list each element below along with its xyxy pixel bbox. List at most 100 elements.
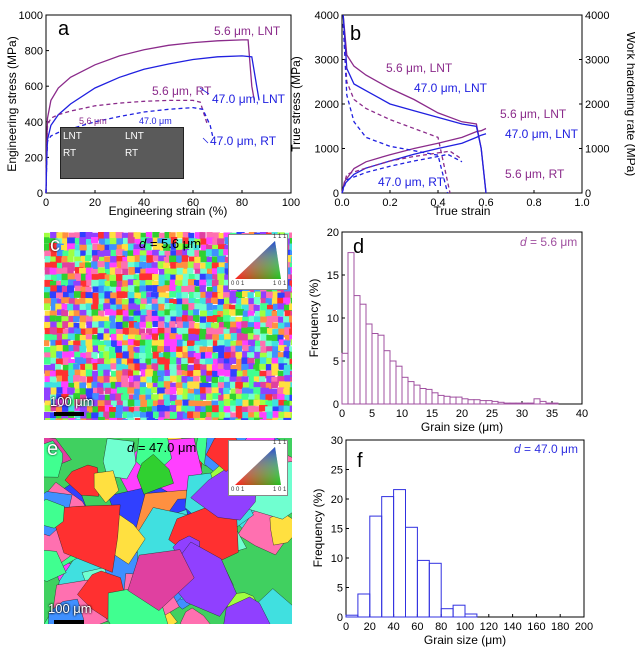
ebsd-grain	[116, 238, 125, 247]
ebsd-grain	[152, 274, 159, 281]
ebsd-grain	[139, 406, 147, 415]
ebsd-grain	[266, 375, 275, 385]
ebsd-grain	[181, 285, 190, 294]
ebsd-grain	[260, 322, 269, 330]
ebsd-grain	[271, 315, 280, 323]
panel-e-scale-label: 100 μm	[48, 601, 92, 616]
ebsd-grain	[223, 417, 232, 420]
ebsd-grain	[79, 322, 86, 330]
panel-d-bar	[359, 303, 367, 405]
panel-a-xtick-label: 20	[89, 197, 101, 209]
ebsd-grain	[92, 406, 100, 413]
ebsd-grain	[92, 399, 100, 407]
ebsd-grain	[169, 232, 176, 241]
ebsd-grain	[266, 328, 275, 335]
panel-a-xtick-label: 0	[43, 197, 49, 209]
ebsd-grain	[193, 345, 203, 353]
ebsd-grain	[55, 369, 63, 379]
panel-a-xtick-label: 100	[282, 197, 300, 209]
ebsd-grain	[92, 286, 100, 293]
ebsd-grain	[211, 232, 220, 239]
ebsd-grain	[164, 322, 174, 331]
ebsd-grain	[182, 327, 189, 334]
ebsd-grain	[253, 334, 260, 343]
ebsd-grain	[235, 412, 245, 420]
panel-b-ytick-label: 3000	[315, 55, 339, 67]
panel-d-ylabel: Frequency (%)	[307, 279, 321, 358]
ebsd-grain	[242, 369, 250, 377]
ebsd-grain	[85, 316, 95, 326]
ebsd-grain	[200, 364, 209, 373]
ebsd-grain	[182, 298, 189, 306]
ebsd-grain	[266, 351, 275, 359]
ebsd-grain	[283, 364, 291, 373]
ebsd-grain	[194, 238, 203, 247]
ebsd-grain	[80, 273, 88, 282]
ebsd-grain	[116, 352, 125, 361]
ebsd-grain	[55, 406, 63, 416]
ebsd-grain	[104, 364, 112, 372]
ebsd-grain	[68, 369, 76, 377]
ebsd-grain	[91, 250, 100, 257]
panel-a-letter: a	[58, 18, 70, 40]
ebsd-grain	[289, 387, 292, 396]
ebsd-grain	[50, 298, 59, 305]
ebsd-grain	[200, 387, 207, 395]
ebsd-grain	[56, 327, 65, 336]
ebsd-grain	[230, 400, 238, 407]
ebsd-grain	[85, 339, 94, 349]
ebsd-grain	[67, 285, 75, 293]
ebsd-grain	[134, 261, 142, 269]
panel-f-xtick-label: 160	[527, 621, 545, 633]
ebsd-grain	[145, 267, 153, 277]
ebsd-grain	[188, 238, 197, 245]
ebsd-grain	[260, 381, 270, 390]
ebsd-grain	[289, 328, 292, 336]
ebsd-grain	[193, 364, 202, 372]
ebsd-grain	[290, 274, 292, 282]
ebsd-grain	[128, 303, 137, 310]
ebsd-grain	[109, 322, 118, 330]
ebsd-grain	[62, 333, 69, 342]
ebsd-grain	[98, 310, 105, 318]
ebsd-grain	[79, 315, 89, 323]
ebsd-grain	[200, 393, 207, 400]
ebsd-grain	[247, 405, 256, 413]
ebsd-grain	[289, 250, 292, 259]
panel-e-ipf-key: 1 1 1 0 0 1 1 0 1	[228, 440, 288, 496]
ebsd-grain	[134, 255, 144, 264]
ebsd-grain	[206, 286, 213, 296]
ebsd-grain	[236, 321, 243, 329]
ebsd-grain	[206, 412, 215, 419]
ebsd-grain	[44, 440, 63, 478]
panel-c-scale-bar	[54, 412, 84, 416]
ebsd-grain	[122, 250, 131, 259]
ebsd-grain	[109, 352, 117, 362]
ebsd-grain	[277, 297, 287, 305]
panel-d-bar	[371, 333, 379, 405]
ebsd-grain	[85, 369, 93, 377]
ebsd-grain	[211, 256, 220, 264]
ebsd-grain	[164, 280, 174, 287]
ebsd-grain	[158, 316, 167, 324]
ebsd-grain	[164, 388, 173, 396]
ebsd-grain	[289, 232, 292, 241]
panel-b-ylabel-left: True stress (MPa)	[289, 56, 303, 152]
ebsd-grain	[205, 298, 212, 305]
ebsd-grain	[164, 405, 173, 413]
ebsd-grain	[235, 405, 243, 413]
ebsd-grain	[44, 243, 51, 252]
ebsd-grain	[56, 292, 65, 300]
ebsd-grain	[157, 261, 165, 269]
ebsd-grain	[145, 388, 153, 397]
ebsd-grain	[44, 292, 50, 301]
ebsd-grain	[223, 232, 233, 240]
ebsd-grain	[92, 298, 99, 307]
ebsd-grain	[254, 406, 263, 416]
ebsd-grain	[253, 297, 261, 305]
ebsd-grain	[56, 262, 66, 271]
ebsd-grain	[290, 267, 292, 274]
ebsd-grain	[115, 382, 123, 391]
ebsd-grain	[134, 388, 142, 396]
panel-b-label-47-rt: 47.0 μm, RT	[378, 175, 445, 189]
